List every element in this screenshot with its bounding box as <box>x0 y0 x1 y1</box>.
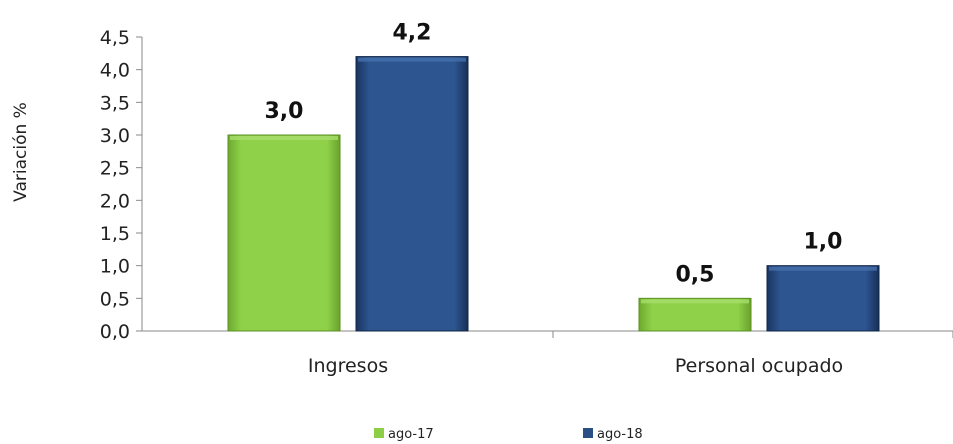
y-tick-label: 1,5 <box>100 223 130 245</box>
y-tick-label: 4,5 <box>100 27 130 49</box>
label-layer: 3,0 0,5 4,2 1,0 <box>265 21 843 288</box>
data-label: 4,2 <box>393 21 432 46</box>
bar-bevel <box>769 266 877 271</box>
bar-ago-17-ingresos <box>227 134 341 332</box>
y-tick-label: 1,0 <box>100 256 130 278</box>
y-axis-title: Variación % <box>11 102 31 202</box>
data-label: 0,5 <box>676 262 715 287</box>
x-category-label: Ingresos <box>308 355 388 377</box>
legend-label: ago-17 <box>388 427 434 442</box>
data-label: 1,0 <box>804 230 843 255</box>
y-tick-label: 2,5 <box>100 158 130 180</box>
bar-bevel <box>230 136 338 140</box>
legend-item-ago-17: ago-17 <box>374 427 434 442</box>
y-tick-label: 3,5 <box>100 92 130 114</box>
y-tick-label: 4,0 <box>100 60 130 82</box>
y-tick-label: 2,0 <box>100 190 130 212</box>
bar-ago-17-personal-ocupado <box>638 297 752 332</box>
y-tick-label: 0,0 <box>100 321 130 343</box>
data-label: 3,0 <box>265 99 304 124</box>
legend-swatch <box>374 428 384 438</box>
legend-item-ago-18: ago-18 <box>583 427 643 442</box>
legend-label: ago-18 <box>597 427 643 442</box>
bar-bevel <box>641 299 749 304</box>
x-category-label: Personal ocupado <box>675 355 843 377</box>
axis-layer: 0,0 0,5 1,0 1,5 2,0 2,5 3,0 3,5 4,0 4,5 Ingresos Pe… <box>100 27 953 377</box>
bar-ago-18-personal-ocupado <box>766 265 880 332</box>
legend: ago-17 ago-18 <box>374 427 643 442</box>
legend-swatch <box>583 428 593 438</box>
bar-ago-18-ingresos <box>355 56 469 332</box>
bar-layer <box>227 56 880 332</box>
y-tick-label: 0,5 <box>100 288 130 310</box>
bar-bevel <box>358 57 466 62</box>
y-tick-label: 3,0 <box>100 125 130 147</box>
